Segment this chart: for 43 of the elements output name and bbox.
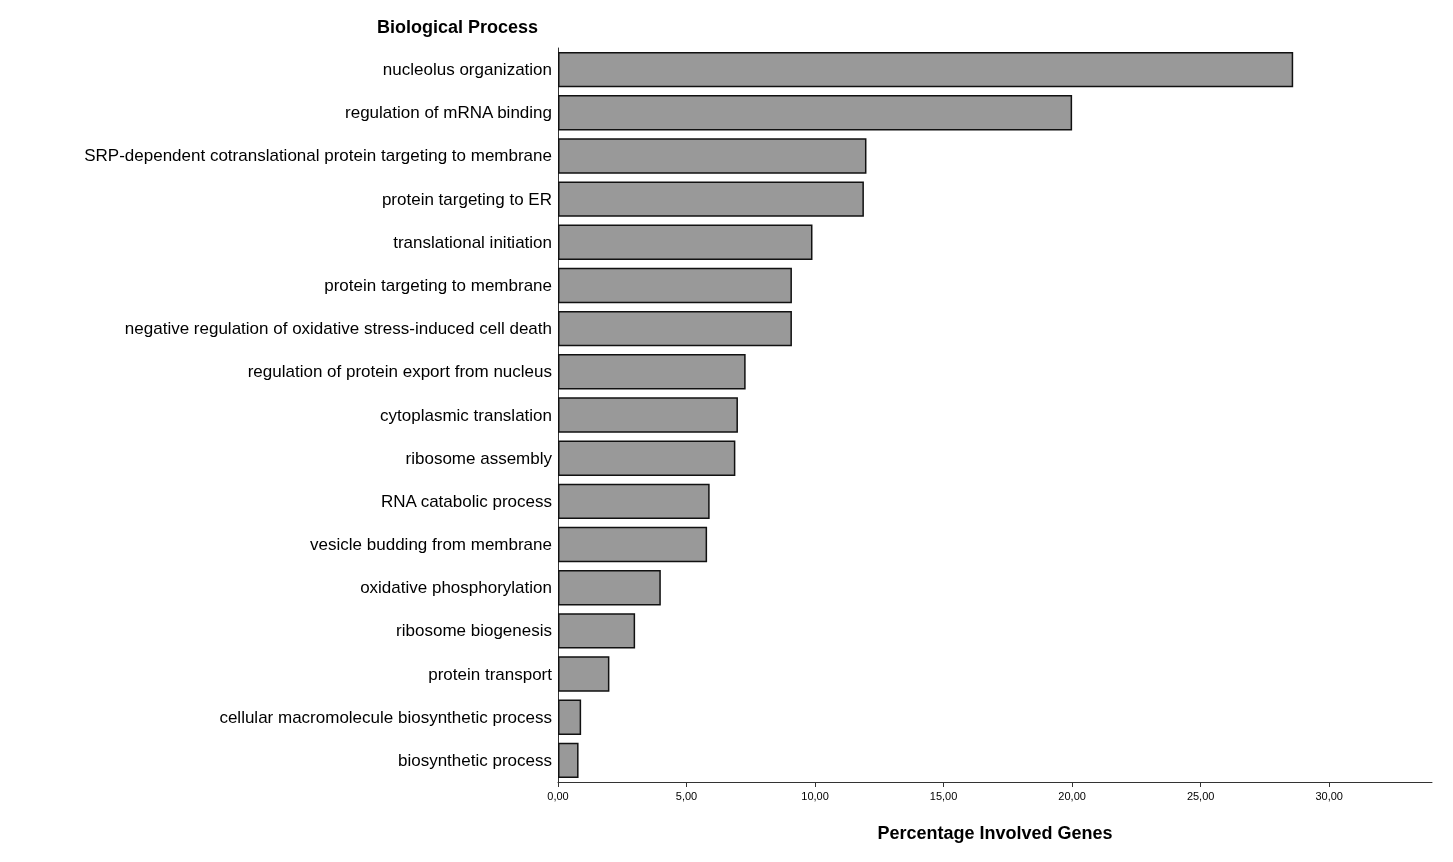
- y-tick-label: protein transport: [428, 664, 553, 684]
- y-tick-label: regulation of protein export from nucleus: [247, 362, 552, 382]
- y-tick-label: negative regulation of oxidative stress-induced cell death: [124, 319, 552, 339]
- x-tick-label: 15,00: [929, 789, 958, 802]
- x-tick-label: 20,00: [1058, 789, 1086, 802]
- bar: [558, 181, 864, 217]
- x-tick-label: 5,00: [675, 789, 698, 802]
- y-tick-label: regulation of mRNA binding: [345, 103, 552, 123]
- bar: [558, 267, 792, 304]
- y-tick-label: protein targeting to membrane: [324, 275, 552, 295]
- y-tick-label: cytoplasmic translation: [380, 405, 552, 425]
- bar: [558, 354, 746, 390]
- y-tick-label: nucleolus organization: [382, 60, 552, 80]
- x-tick-label: 0,00: [547, 789, 569, 802]
- bar: [558, 570, 661, 606]
- y-tick-label: RNA catabolic process: [380, 491, 552, 511]
- bar: [558, 742, 579, 779]
- bar: [558, 51, 1294, 88]
- bar: [558, 224, 813, 260]
- bar: [558, 656, 610, 692]
- y-tick-label: protein targeting to ER: [381, 189, 552, 209]
- bar: [558, 310, 792, 347]
- y-tick-label: oxidative phosphorylation: [360, 578, 552, 598]
- y-tick-label: ribosome assembly: [405, 448, 553, 468]
- bar: [558, 440, 736, 476]
- bar: [558, 138, 867, 174]
- bar: [558, 613, 636, 649]
- bar: [558, 397, 738, 433]
- y-tick-label: vesicle budding from membrane: [310, 535, 552, 555]
- y-axis-title: Biological Process: [376, 17, 538, 37]
- bar: [558, 699, 582, 735]
- x-tick-label: 30,00: [1315, 789, 1343, 802]
- y-tick-label: SRP-dependent cotranslational protein targeting to membrane: [84, 146, 552, 166]
- bar: [558, 483, 710, 520]
- y-tick-label: cellular macromolecule biosynthetic process: [219, 707, 552, 727]
- x-axis-title: Percentage Involved Genes: [877, 823, 1113, 843]
- bar: [558, 95, 1073, 131]
- y-tick-label: ribosome biogenesis: [396, 621, 552, 641]
- x-tick-label: 25,00: [1186, 789, 1215, 802]
- y-tick-label: biosynthetic process: [397, 750, 552, 770]
- y-tick-label: translational initiation: [393, 232, 552, 252]
- bar: [558, 526, 708, 563]
- x-tick-label: 10,00: [801, 789, 829, 802]
